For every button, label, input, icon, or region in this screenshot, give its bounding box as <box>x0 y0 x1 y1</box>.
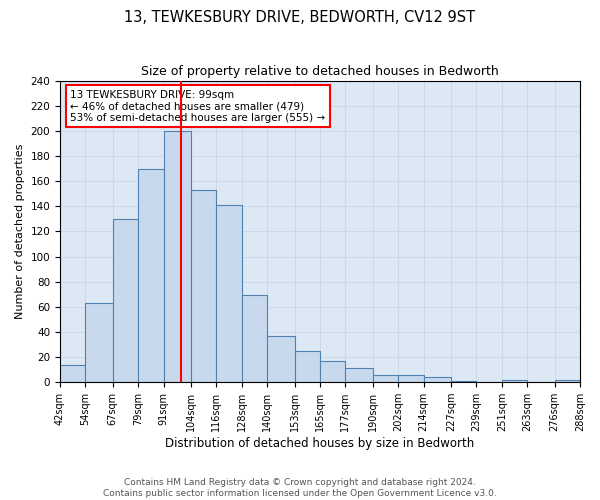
Bar <box>113 219 138 382</box>
Text: 13 TEWKESBURY DRIVE: 99sqm
← 46% of detached houses are smaller (479)
53% of sem: 13 TEWKESBURY DRIVE: 99sqm ← 46% of deta… <box>70 90 326 123</box>
Bar <box>85 303 113 382</box>
Bar <box>242 296 267 382</box>
Bar <box>373 374 398 382</box>
Bar <box>60 364 85 382</box>
Bar <box>267 336 295 382</box>
X-axis label: Distribution of detached houses by size in Bedworth: Distribution of detached houses by size … <box>166 437 475 450</box>
Title: Size of property relative to detached houses in Bedworth: Size of property relative to detached ho… <box>141 65 499 78</box>
Bar <box>138 168 164 382</box>
Text: 13, TEWKESBURY DRIVE, BEDWORTH, CV12 9ST: 13, TEWKESBURY DRIVE, BEDWORTH, CV12 9ST <box>124 10 476 25</box>
Y-axis label: Number of detached properties: Number of detached properties <box>15 144 25 319</box>
Bar <box>554 380 580 382</box>
Bar <box>295 351 320 382</box>
Bar <box>398 374 424 382</box>
Bar <box>217 205 242 382</box>
Bar <box>346 368 373 382</box>
Bar <box>191 190 217 382</box>
Bar <box>451 381 476 382</box>
Bar <box>320 361 346 382</box>
Bar <box>164 131 191 382</box>
Text: Contains HM Land Registry data © Crown copyright and database right 2024.
Contai: Contains HM Land Registry data © Crown c… <box>103 478 497 498</box>
Bar <box>502 380 527 382</box>
Bar <box>424 377 451 382</box>
